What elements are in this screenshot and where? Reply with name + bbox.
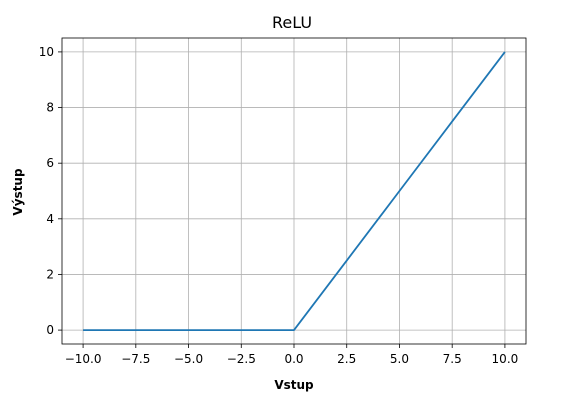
- y-tick-label: 10: [39, 45, 54, 59]
- chart-title: ReLU: [272, 13, 312, 32]
- x-tick-label: 5.0: [390, 352, 409, 366]
- grid: [62, 38, 526, 344]
- x-tick-label: −5.0: [174, 352, 203, 366]
- y-tick-label: 2: [46, 267, 54, 281]
- x-tick-label: 7.5: [443, 352, 462, 366]
- series-layer: [83, 51, 506, 331]
- x-tick-label: −7.5: [121, 352, 150, 366]
- y-tick-label: 8: [46, 101, 54, 115]
- x-tick-label: −10.0: [65, 352, 102, 366]
- x-tick-label: 10.0: [492, 352, 519, 366]
- x-tick-label: 2.5: [337, 352, 356, 366]
- x-axis-label: Vstup: [274, 378, 314, 392]
- y-axis-label: Výstup: [11, 168, 25, 216]
- y-tick-label: 0: [46, 323, 54, 337]
- y-tick-label: 4: [46, 212, 54, 226]
- x-tick-label: −2.5: [227, 352, 256, 366]
- series-line: [83, 51, 506, 331]
- y-axis: 0 2 4 6 8 10: [39, 45, 62, 337]
- x-tick-label: 0.0: [284, 352, 303, 366]
- x-axis: −10.0 −7.5 −5.0 −2.5 0.0 2.5 5.0 7.5 10.0: [65, 344, 519, 366]
- y-tick-label: 6: [46, 156, 54, 170]
